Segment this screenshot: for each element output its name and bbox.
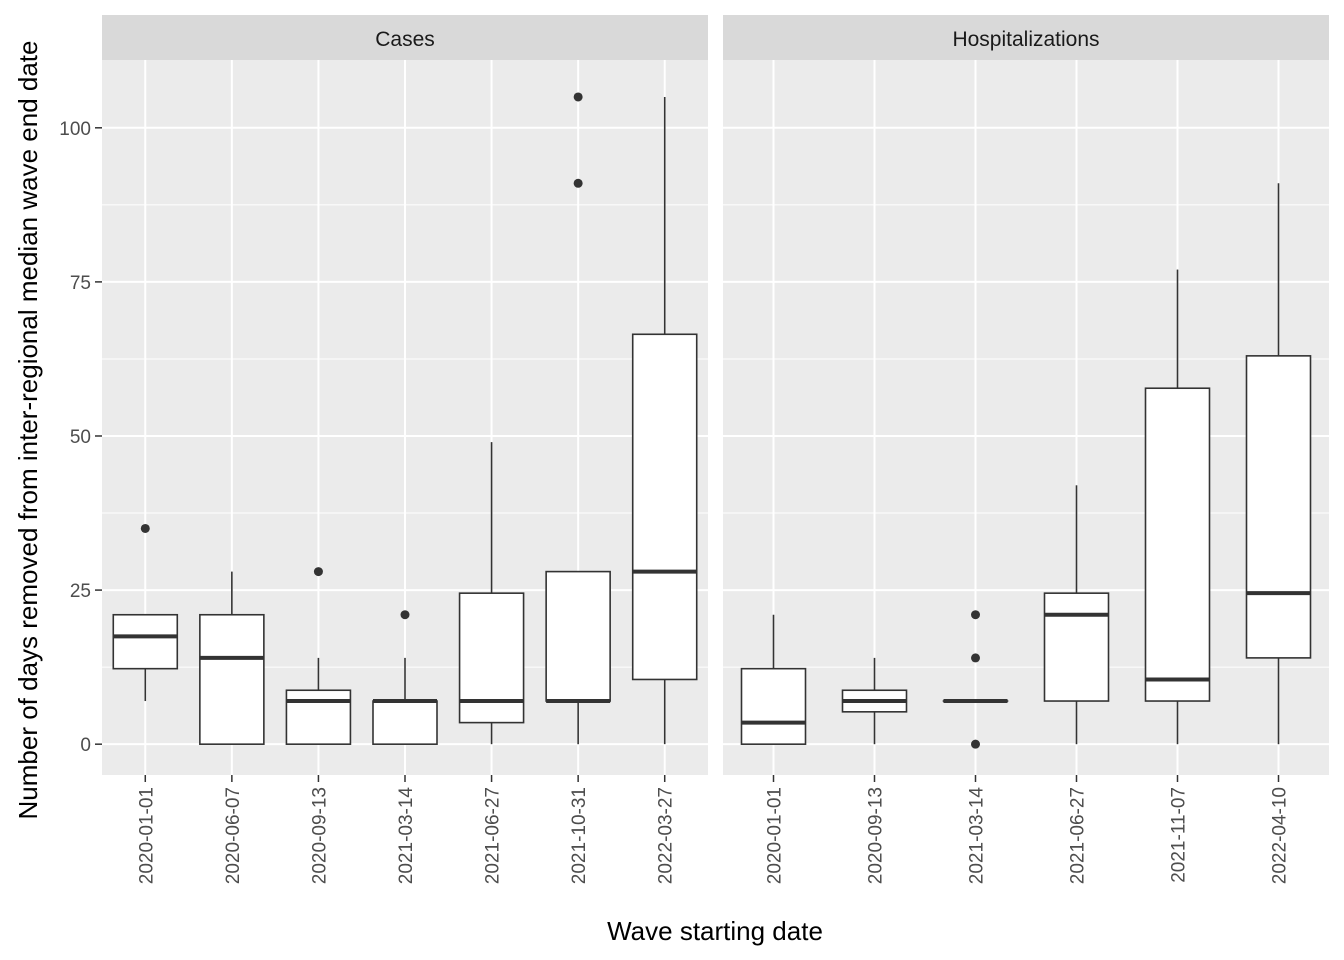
x-axis-title: Wave starting date xyxy=(607,916,823,946)
box-2 xyxy=(942,610,1009,749)
facet-panel-0: Cases 2020-01-01 2020-06-07 2020-09-13 2021-… xyxy=(102,15,708,884)
x-tick-label: 2020-09-13 xyxy=(309,787,330,884)
facet-strip xyxy=(102,15,708,60)
box-body xyxy=(545,570,611,702)
outlier-point xyxy=(400,610,410,620)
outlier-point xyxy=(573,92,583,102)
x-tick-label: 2021-03-14 xyxy=(396,787,417,885)
x-tick-label: 2020-06-07 xyxy=(223,787,244,884)
x-tick-label: 2022-04-10 xyxy=(1270,787,1291,884)
y-tick-label: 100 xyxy=(59,119,91,140)
x-tick-label: 2021-06-27 xyxy=(483,787,504,884)
box-5 xyxy=(545,92,611,745)
y-tick-label: 0 xyxy=(80,735,91,756)
box-body xyxy=(199,613,265,745)
box-2 xyxy=(285,567,352,745)
y-axis-title: Number of days removed from inter-region… xyxy=(13,41,43,820)
panels-layer: Cases 2020-01-01 2020-06-07 2020-09-13 2021-… xyxy=(102,15,1329,884)
facet-strip-label: Hospitalizations xyxy=(952,28,1099,51)
box-body xyxy=(372,700,438,745)
x-tick-label: 2022-03-27 xyxy=(656,787,677,884)
box-body xyxy=(458,592,525,724)
box-body xyxy=(112,613,179,670)
x-tick-label: 2020-01-01 xyxy=(765,787,786,884)
box-0 xyxy=(112,523,179,702)
box-1 xyxy=(199,571,265,745)
x-tick-label: 2021-03-14 xyxy=(967,787,988,885)
box-body xyxy=(740,667,807,745)
x-tick-label: 2020-01-01 xyxy=(136,787,157,884)
y-tick-label: 25 xyxy=(70,581,91,602)
box-body xyxy=(1144,387,1211,702)
box-body xyxy=(1043,592,1110,702)
box-1 xyxy=(841,657,908,745)
box-body xyxy=(285,689,352,745)
x-tick-label: 2021-11-07 xyxy=(1169,787,1190,883)
x-tick-label: 2020-09-13 xyxy=(866,787,887,884)
y-axis: 0 25 50 75 100 xyxy=(59,119,102,756)
panel-background xyxy=(723,60,1329,775)
outlier-point xyxy=(971,610,980,620)
box-5 xyxy=(1245,183,1312,745)
box-body xyxy=(1245,355,1312,659)
box-0 xyxy=(740,614,807,745)
y-tick-label: 50 xyxy=(70,427,91,448)
facet-strip-label: Cases xyxy=(375,28,435,51)
outlier-point xyxy=(971,653,980,663)
box-body xyxy=(631,333,698,681)
box-4 xyxy=(1144,269,1211,745)
outlier-point xyxy=(971,739,980,749)
box-6 xyxy=(631,96,698,745)
facet-panel-1: Hospitalizations 2020-01-01 2020-09-13 2021… xyxy=(723,15,1329,884)
box-3 xyxy=(1043,485,1110,745)
y-tick-label: 75 xyxy=(70,273,91,294)
box-3 xyxy=(372,610,438,745)
outlier-point xyxy=(140,523,150,533)
facet-strip xyxy=(723,15,1329,60)
outlier-point xyxy=(313,567,323,577)
x-tick-label: 2021-06-27 xyxy=(1068,787,1089,884)
x-tick-label: 2021-10-31 xyxy=(569,787,590,884)
box-4 xyxy=(458,442,525,745)
outlier-point xyxy=(573,178,583,188)
